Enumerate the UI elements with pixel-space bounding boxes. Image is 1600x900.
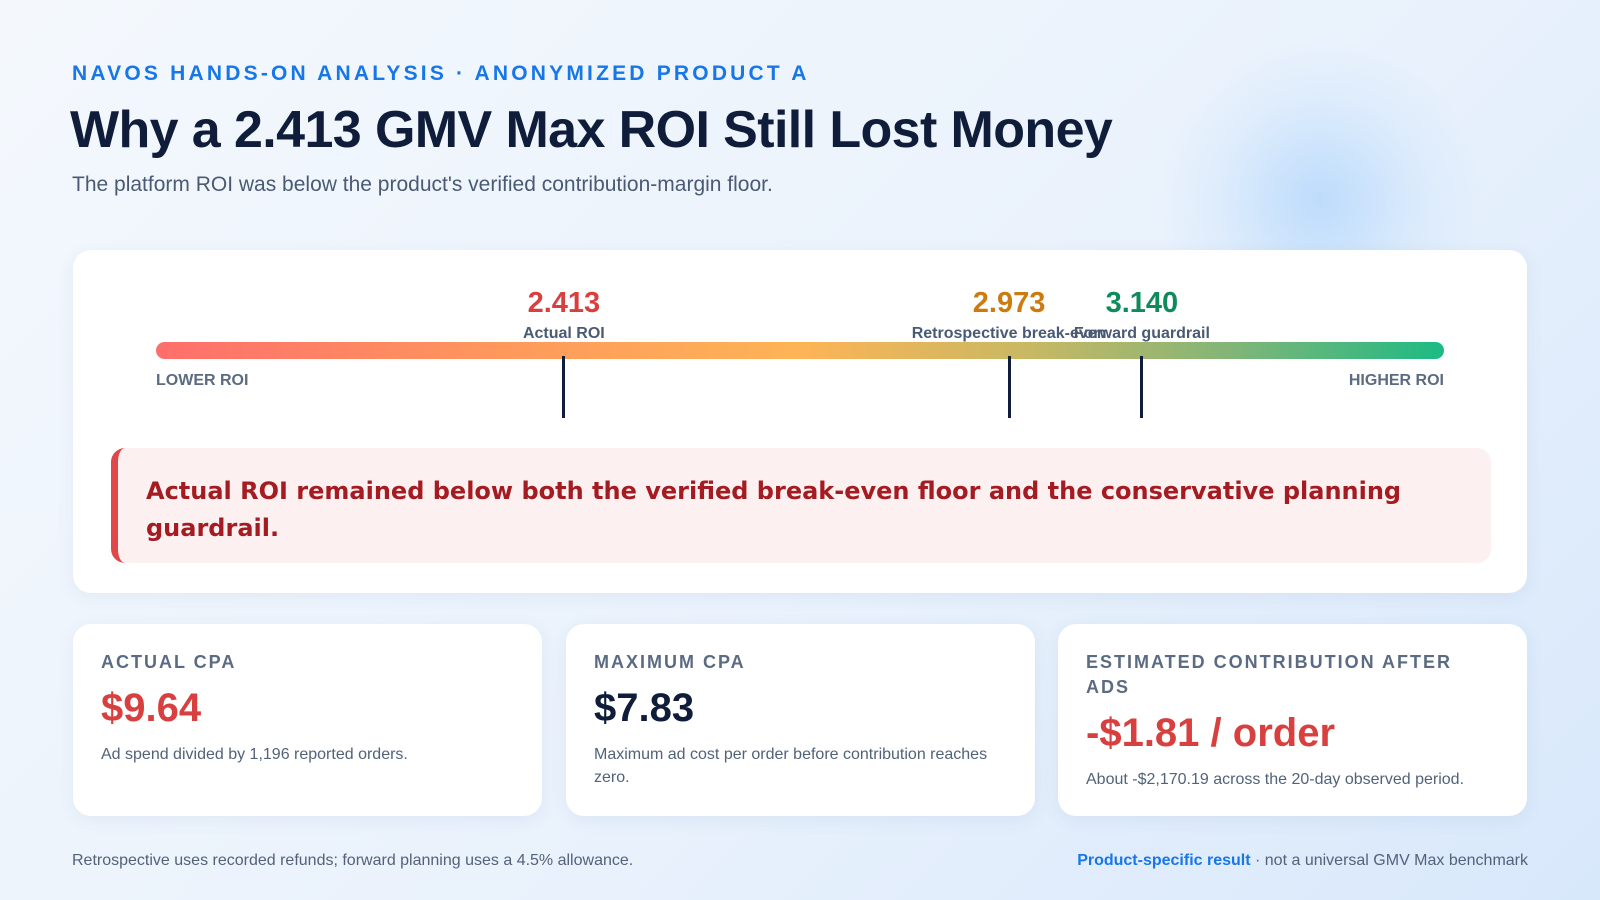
lower-roi-label: LOWER ROI <box>156 372 249 389</box>
metric-label: MAXIMUM CPA <box>594 652 746 672</box>
footer-rest: · not a universal GMV Max benchmark <box>1250 852 1528 869</box>
marker-label: Actual ROI <box>522 325 605 342</box>
marker-value: 2.973 <box>972 287 1046 319</box>
metric-description: Ad spend divided by 1,196 reported order… <box>101 746 408 763</box>
metric-value: -$1.81 / order <box>1086 711 1336 755</box>
metric-description: About -$2,170.19 across the 20-day obser… <box>1086 771 1465 788</box>
marker-tick <box>562 356 566 418</box>
eyebrow-label: NAVOS HANDS-ON ANALYSIS · ANONYMIZED PRO… <box>72 62 810 85</box>
footer-note: Retrospective uses recorded refunds; for… <box>72 852 634 869</box>
higher-roi-label: HIGHER ROI <box>1348 372 1444 389</box>
roi-scale-card: LOWER ROI HIGHER ROI 2.413 Actual ROI 2.… <box>73 250 1527 593</box>
metric-label: ACTUAL CPA <box>101 652 237 672</box>
page-title: Why a 2.413 GMV Max ROI Still Lost Money <box>70 101 1113 159</box>
marker-value: 2.413 <box>527 287 601 319</box>
marker-value: 3.140 <box>1105 287 1179 319</box>
marker-tick <box>1007 356 1011 418</box>
metric-card-maximum-cpa: MAXIMUM CPA $7.83 Maximum ad cost per or… <box>566 624 1035 816</box>
footer-disclaimer: Product-specific result · not a universa… <box>1077 852 1528 870</box>
callout-text: Actual ROI remained below both the verif… <box>146 477 1402 542</box>
roi-gradient-bar <box>156 342 1444 359</box>
metric-description: Maximum ad cost per order before contrib… <box>594 746 988 786</box>
marker-tick <box>1140 356 1144 418</box>
metric-label: ESTIMATED CONTRIBUTION AFTER ADS <box>1086 652 1452 697</box>
warning-callout: Actual ROI remained below both the verif… <box>111 448 1491 563</box>
metric-card-contribution-after-ads: ESTIMATED CONTRIBUTION AFTER ADS -$1.81 … <box>1058 624 1527 816</box>
marker-label: Retrospective break-even <box>911 325 1107 342</box>
footer-highlight: Product-specific result <box>1077 852 1251 869</box>
metric-card-actual-cpa: ACTUAL CPA $9.64 Ad spend divided by 1,1… <box>73 624 542 816</box>
metric-value: $7.83 <box>594 686 695 730</box>
metric-value: $9.64 <box>101 686 202 730</box>
marker-label: Forward guardrail <box>1073 325 1210 342</box>
page-subtitle: The platform ROI was below the product's… <box>72 173 773 196</box>
